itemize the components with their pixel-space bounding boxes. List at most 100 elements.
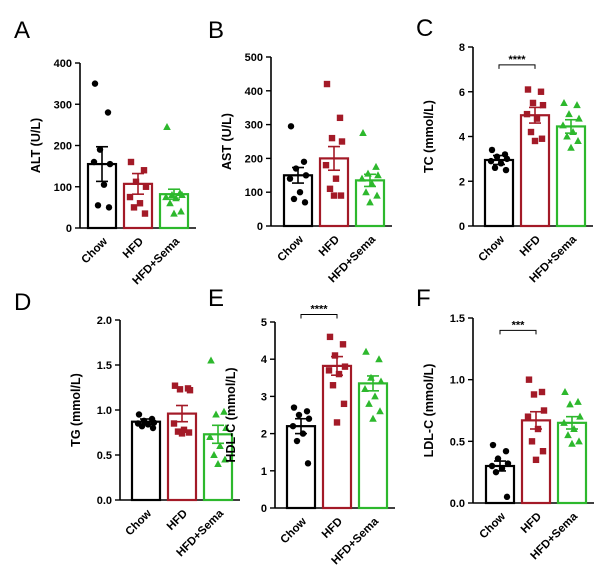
data-point	[207, 356, 215, 364]
data-point	[296, 189, 304, 196]
y-tick-label: 0.5	[97, 450, 112, 462]
data-point	[135, 411, 143, 418]
y-tick-label: 8	[459, 42, 465, 54]
data-point	[100, 181, 108, 188]
data-point	[531, 137, 539, 145]
data-point	[332, 175, 340, 182]
significance-label: ****	[508, 54, 526, 66]
data-point	[130, 204, 138, 211]
data-point	[502, 166, 510, 174]
data-point	[150, 419, 158, 426]
bar-hfd-sema	[556, 421, 588, 505]
data-point	[362, 347, 370, 355]
data-point	[368, 179, 376, 187]
data-point	[295, 411, 303, 419]
data-point	[290, 404, 298, 411]
x-category-label: HFD	[518, 234, 543, 259]
data-point	[574, 136, 582, 144]
data-point	[359, 129, 367, 137]
data-point	[491, 164, 499, 172]
panel-letter: F	[416, 285, 431, 312]
data-point	[338, 138, 346, 145]
y-tick-label: 0	[459, 221, 465, 233]
y-tick-label: 1.0	[450, 375, 465, 387]
data-point	[144, 421, 152, 428]
data-point	[90, 158, 98, 166]
data-point	[104, 109, 112, 116]
data-point	[140, 167, 148, 174]
bar-chow	[285, 425, 317, 510]
y-tick-label: 300	[245, 120, 263, 132]
data-point	[374, 171, 382, 179]
y-tick-label: 5	[261, 317, 267, 329]
data-point	[172, 194, 180, 202]
data-point	[530, 391, 538, 398]
data-point	[286, 175, 294, 182]
significance-label: ***	[512, 319, 526, 331]
data-point	[574, 397, 582, 405]
data-point	[127, 158, 135, 166]
data-point	[376, 407, 384, 415]
y-tick-label: 400	[54, 58, 72, 70]
x-category-label: HFD	[165, 508, 190, 533]
data-point	[138, 423, 146, 430]
data-point	[527, 128, 535, 136]
data-point	[329, 382, 337, 389]
data-point	[326, 185, 334, 193]
x-category-label: Chow	[275, 234, 306, 265]
x-category-label: HFD	[320, 516, 345, 541]
data-point	[567, 143, 575, 151]
x-category-label: HFD	[121, 236, 146, 261]
data-point	[564, 431, 572, 439]
y-tick-label: 0	[261, 503, 267, 515]
data-point	[367, 373, 375, 381]
panel-letter: A	[14, 17, 30, 44]
x-category-label: Chow	[476, 234, 507, 265]
data-point	[560, 418, 568, 426]
data-point	[185, 429, 193, 436]
x-category-label: Chow	[278, 516, 309, 547]
data-point	[565, 110, 573, 118]
data-point	[305, 415, 313, 422]
y-tick-label: 1	[261, 466, 267, 478]
data-point	[304, 460, 312, 467]
x-category-label: HFD	[317, 234, 342, 259]
data-point	[210, 451, 218, 458]
data-point	[163, 122, 171, 130]
y-tick-label: 0	[257, 221, 263, 233]
data-point	[524, 86, 532, 93]
y-tick-label: 500	[245, 52, 263, 64]
data-point	[328, 134, 336, 142]
data-point	[136, 200, 144, 207]
data-point	[341, 363, 349, 370]
data-point	[375, 355, 383, 363]
y-tick-label: 0.5	[450, 436, 465, 448]
y-axis-title: LDL-C (mmol/L)	[422, 364, 436, 458]
y-tick-label: 3	[261, 391, 267, 403]
y-tick-label: 1.5	[97, 360, 112, 372]
data-point	[339, 341, 347, 348]
panel-letter: E	[208, 285, 224, 312]
y-tick-label: 100	[54, 182, 72, 194]
y-axis-title: TG (mmol/L)	[69, 373, 83, 447]
y-tick-label: 300	[54, 99, 72, 111]
data-point	[532, 456, 540, 464]
data-point	[371, 392, 379, 400]
data-point	[168, 191, 176, 198]
data-point	[177, 207, 185, 215]
data-point	[533, 115, 541, 122]
data-point	[293, 437, 301, 445]
significance-label: ****	[310, 304, 328, 316]
data-point	[369, 414, 377, 422]
significance-bracket	[498, 64, 536, 69]
data-point	[540, 407, 548, 414]
data-point	[528, 438, 536, 445]
data-point	[575, 114, 583, 122]
data-point	[330, 192, 338, 199]
y-tick-label: 6	[459, 87, 465, 99]
data-point	[570, 425, 578, 432]
data-point	[106, 160, 114, 168]
bar-hfd-sema	[555, 125, 587, 228]
